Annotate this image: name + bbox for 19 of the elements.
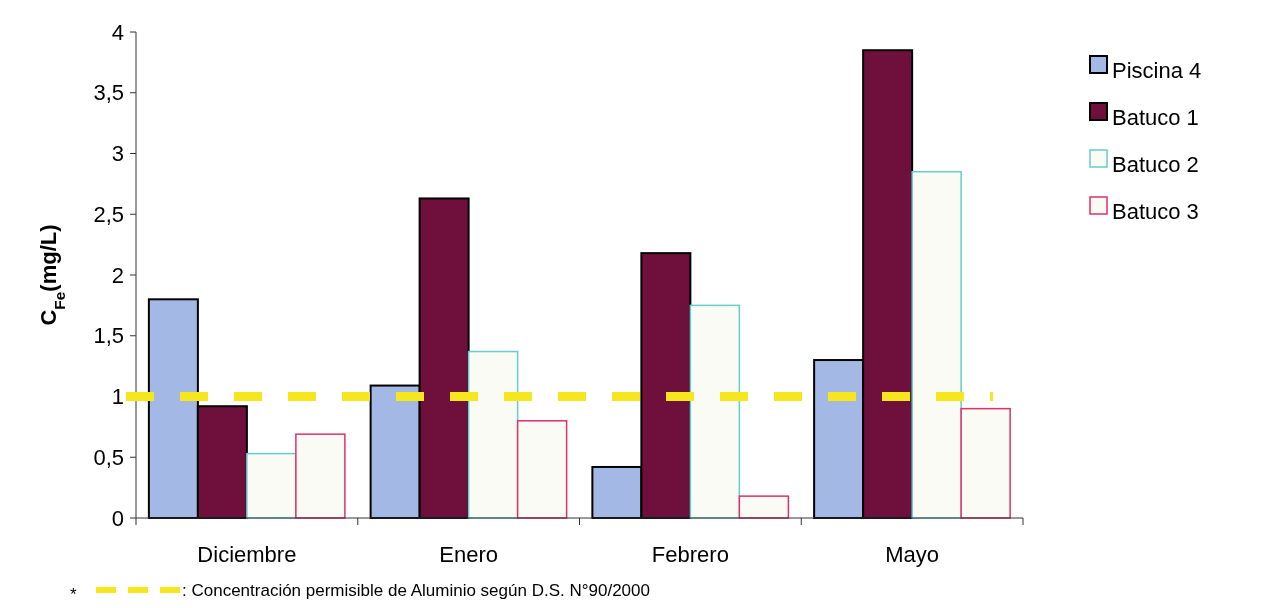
legend-label: Batuco 1 — [1112, 105, 1199, 130]
y-tick-label: 1 — [111, 384, 124, 410]
x-tick-label: Mayo — [885, 542, 940, 567]
y-tick-label: 0,5 — [93, 444, 124, 470]
x-tick-label: Enero — [439, 542, 498, 567]
y-tick-label: 1,5 — [93, 323, 124, 349]
y-tick-label: 4 — [111, 19, 124, 45]
y-tick-label: 2,5 — [93, 201, 124, 227]
y-tick-label: 0 — [111, 505, 124, 531]
text: * — [70, 585, 77, 604]
y-tick-label: 2 — [111, 262, 124, 288]
legend-label: Batuco 2 — [1112, 152, 1199, 177]
y-tick-label: 3,5 — [93, 80, 124, 106]
legend-label: : Concentración permisible de Aluminio según D.S. N°90/2000 — [182, 581, 650, 600]
x-tick-label: Diciembre — [197, 542, 297, 567]
legend-label: Piscina 4 — [1112, 58, 1202, 83]
x-tick-label: Febrero — [651, 542, 729, 567]
y-tick-label: 3 — [111, 141, 124, 167]
legend-label: Batuco 3 — [1112, 199, 1199, 224]
